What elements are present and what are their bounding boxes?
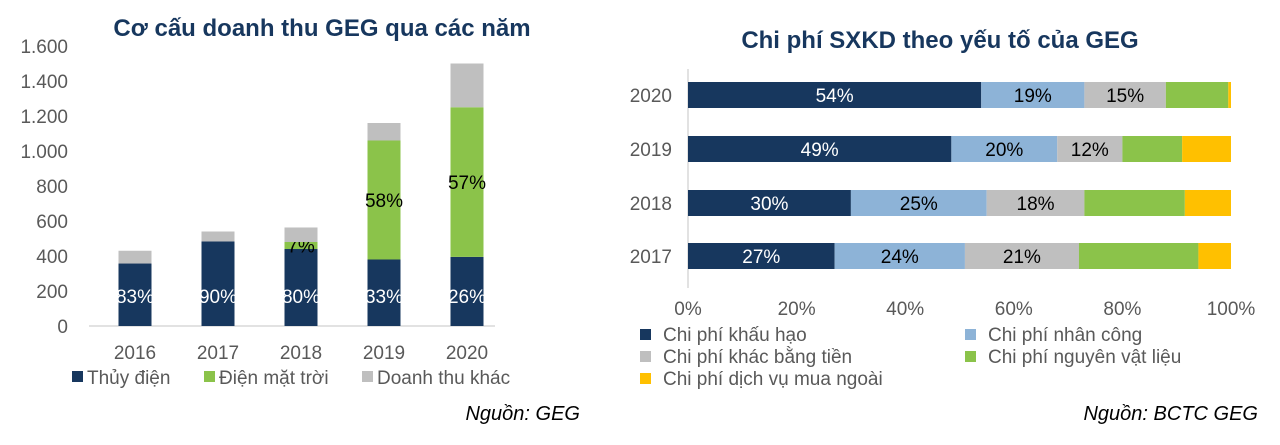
bar-segment	[118, 250, 152, 264]
y-tick-label: 400	[36, 247, 68, 268]
bar-segment	[1084, 190, 1185, 216]
legend-swatch	[640, 351, 651, 362]
source-note: Nguồn: GEG	[465, 403, 580, 425]
chart-title: Cơ cấu doanh thu GEG qua các năm	[113, 15, 530, 42]
legend-swatch	[640, 329, 651, 340]
data-label: 54%	[816, 86, 854, 107]
data-label: 18%	[1017, 194, 1055, 215]
y-tick-label: 1.200	[20, 107, 68, 128]
x-tick-label: 2016	[114, 343, 156, 364]
bar-segment	[688, 190, 851, 216]
data-label: 30%	[750, 194, 788, 215]
data-label: 19%	[1014, 86, 1052, 107]
bar-segment	[1184, 190, 1231, 216]
legend-swatch	[362, 371, 373, 382]
y-tick-label: 0	[57, 317, 68, 338]
x-tick-label: 20%	[778, 299, 816, 320]
bar-segment	[284, 242, 318, 249]
bar-segment	[1084, 82, 1166, 108]
data-label: 49%	[801, 140, 839, 161]
bar-segment	[1228, 82, 1231, 108]
data-label: 90%	[199, 287, 237, 308]
bar-segment	[964, 243, 1079, 269]
bar-segment	[981, 82, 1085, 108]
bar-segment	[284, 249, 318, 326]
y-tick-label: 200	[36, 282, 68, 303]
legend-label: Chi phí nhân công	[988, 325, 1142, 346]
data-label: 20%	[985, 140, 1023, 161]
legend-swatch	[204, 371, 215, 382]
bar-segment	[450, 107, 484, 257]
y-tick-label: 1.600	[20, 37, 68, 58]
x-tick-label: 2017	[197, 343, 239, 364]
y-tick-label: 1.400	[20, 72, 68, 93]
legend-label: Chi phí khấu hạo	[663, 325, 807, 346]
x-tick-label: 80%	[1103, 299, 1141, 320]
x-tick-label: 2020	[446, 343, 488, 364]
y-tick-label: 2020	[630, 86, 672, 107]
legend-label: Chi phí dịch vụ mua ngoài	[663, 369, 883, 390]
legend-label: Điện mặt trời	[219, 368, 329, 389]
data-label: 27%	[742, 247, 780, 268]
y-tick-label: 800	[36, 177, 68, 198]
data-label: 26%	[448, 287, 486, 308]
bar-segment	[1165, 82, 1229, 108]
bar-segment	[986, 190, 1085, 216]
y-tick-label: 2019	[630, 140, 672, 161]
bar-segment	[688, 136, 952, 162]
data-label: 33%	[365, 287, 403, 308]
bar-segment	[688, 82, 982, 108]
bar-segment	[951, 136, 1058, 162]
y-tick-label: 600	[36, 212, 68, 233]
legend-label: Chi phí khác bằng tiền	[663, 346, 852, 368]
bar-segment	[284, 227, 318, 242]
legend-swatch	[965, 329, 976, 340]
data-label: 83%	[116, 287, 154, 308]
legend-swatch	[72, 371, 83, 382]
bar-segment	[367, 123, 401, 141]
legend-label: Thủy điện	[87, 368, 170, 389]
bar-segment	[367, 259, 401, 326]
bar-segment	[850, 190, 987, 216]
bar-segment	[201, 241, 235, 326]
legend-swatch	[965, 351, 976, 362]
x-tick-label: 2019	[363, 343, 405, 364]
x-tick-label: 0%	[674, 299, 702, 320]
bar-segment	[1122, 136, 1183, 162]
bar-segment	[450, 256, 484, 326]
data-label: 58%	[365, 191, 403, 212]
bar-segment	[1198, 243, 1231, 269]
bar-segment	[367, 140, 401, 260]
legend-swatch	[640, 373, 651, 384]
data-label: 12%	[1071, 140, 1109, 161]
bar-segment	[1182, 136, 1231, 162]
data-label: 57%	[448, 173, 486, 194]
data-label: 15%	[1106, 86, 1144, 107]
x-tick-label: 100%	[1207, 299, 1256, 320]
x-tick-label: 2018	[280, 343, 322, 364]
legend-label: Chi phí nguyên vật liệu	[988, 347, 1181, 368]
data-label: 80%	[282, 287, 320, 308]
x-tick-label: 40%	[886, 299, 924, 320]
chart-title: Chi phí SXKD theo yếu tố của GEG	[741, 27, 1138, 54]
bar-segment	[1078, 243, 1199, 269]
y-tick-label: 2018	[630, 194, 672, 215]
bar-segment	[834, 243, 965, 269]
data-label: 21%	[1003, 247, 1041, 268]
bar-segment	[450, 63, 484, 108]
bar-segment	[1057, 136, 1123, 162]
data-label: 25%	[900, 194, 938, 215]
y-tick-label: 1.000	[20, 142, 68, 163]
bar-segment	[688, 243, 835, 269]
bar-segment	[201, 231, 235, 242]
y-tick-label: 2017	[630, 247, 672, 268]
data-label: 24%	[881, 247, 919, 268]
x-tick-label: 60%	[995, 299, 1033, 320]
legend-label: Doanh thu khác	[377, 368, 510, 389]
source-note: Nguồn: BCTC GEG	[1083, 403, 1258, 425]
bar-segment	[118, 263, 152, 326]
